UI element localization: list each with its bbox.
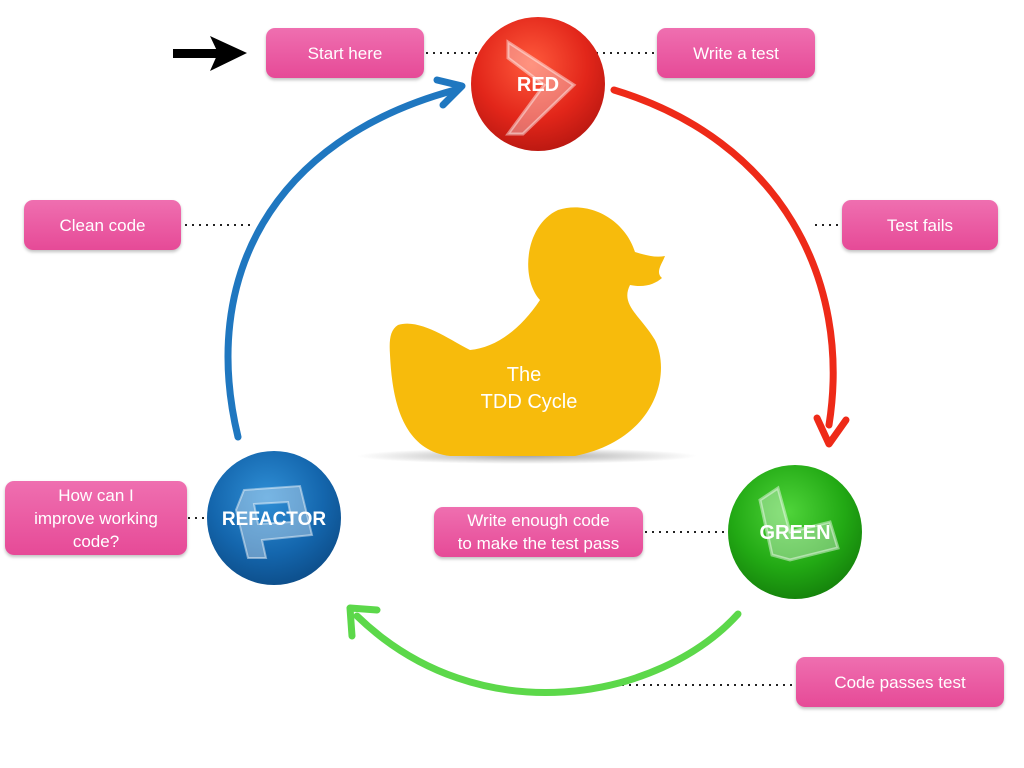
green-node-label: GREEN [759, 522, 830, 544]
green-cycle-arrow [346, 604, 742, 696]
blue-cycle-arrow [224, 76, 466, 441]
test-fails-label: Test fails [842, 200, 998, 250]
refactor-node: REFACTOR [207, 451, 341, 585]
red-node-label: RED [517, 74, 559, 96]
clean-code-label: Clean code [24, 200, 181, 250]
center-title-line2: TDD Cycle [481, 391, 578, 413]
how-can-i-improve-label: How can I improve working code? [5, 481, 187, 555]
chevron-right-icon [505, 39, 577, 136]
write-enough-code-label: Write enough code to make the test pass [434, 507, 643, 557]
code-passes-test-label: Code passes test [796, 657, 1004, 707]
right-arrow-icon [173, 36, 247, 71]
center-title-line1: The [507, 364, 541, 386]
red-cycle-arrow [610, 86, 850, 448]
refactor-node-label: REFACTOR [222, 509, 326, 530]
dotted-connectors [185, 52, 840, 686]
duck-icon: The TDD Cycle [357, 207, 697, 464]
green-node: GREEN [728, 465, 862, 599]
write-a-test-label: Write a test [657, 28, 815, 78]
r-shape-icon [234, 484, 314, 559]
red-node: RED [471, 17, 605, 151]
start-here-label: Start here [266, 28, 424, 78]
l-shape-icon [758, 485, 840, 562]
